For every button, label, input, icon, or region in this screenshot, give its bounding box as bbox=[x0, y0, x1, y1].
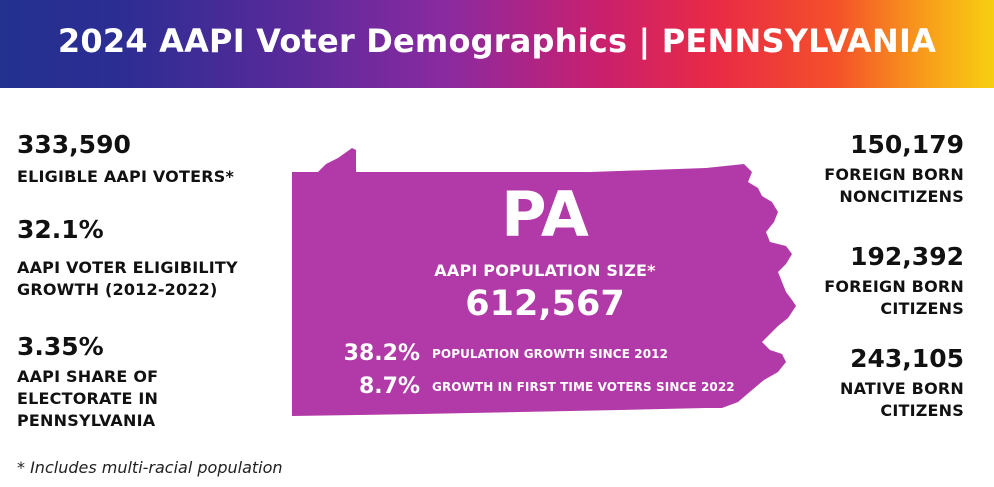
growth-label: GROWTH IN FIRST TIME VOTERS SINCE 2022 bbox=[432, 380, 735, 394]
stat-label-line: FOREIGN BORN bbox=[824, 165, 964, 184]
stat-value: 333,590 bbox=[17, 130, 131, 159]
stat-value: 32.1% bbox=[17, 215, 104, 244]
page-title: 2024 AAPI Voter Demographics | PENNSYLVA… bbox=[57, 22, 937, 60]
stat-label-line: NATIVE BORN bbox=[840, 379, 964, 398]
stat-label-line: GROWTH (2012-2022) bbox=[17, 280, 218, 299]
growth-label: POPULATION GROWTH SINCE 2012 bbox=[432, 347, 669, 361]
stat-foreign-born-noncitizens: 150,179 FOREIGN BORN NONCITIZENS bbox=[744, 130, 964, 208]
state-abbreviation: PA bbox=[501, 178, 589, 251]
stat-label-line: PENNSYLVANIA bbox=[17, 411, 156, 430]
footnote: * Includes multi-racial population bbox=[17, 458, 283, 477]
population-label: AAPI POPULATION SIZE* bbox=[434, 261, 656, 280]
growth-value: 8.7% bbox=[358, 374, 420, 399]
state-outline bbox=[292, 148, 796, 416]
stat-label-line: AAPI SHARE OF bbox=[17, 367, 159, 386]
stat-value: 243,105 bbox=[850, 344, 964, 373]
stat-value: 150,179 bbox=[850, 130, 964, 159]
stat-label-line: CITIZENS bbox=[880, 401, 964, 420]
title-banner: 2024 AAPI Voter Demographics | PENNSYLVA… bbox=[0, 0, 994, 88]
growth-row-population: 38.2% POPULATION GROWTH SINCE 2012 bbox=[330, 341, 668, 367]
stat-eligibility-growth: 32.1% AAPI VOTER ELIGIBILITY GROWTH (201… bbox=[17, 215, 307, 301]
growth-value: 38.2% bbox=[343, 341, 420, 366]
population-value: 612,567 bbox=[465, 284, 625, 324]
stat-label-line: AAPI VOTER ELIGIBILITY bbox=[17, 258, 238, 277]
stat-label-line: NONCITIZENS bbox=[839, 187, 964, 206]
stat-native-born-citizens: 243,105 NATIVE BORN CITIZENS bbox=[744, 344, 964, 422]
stat-value: 3.35% bbox=[17, 332, 104, 361]
stat-value: 192,392 bbox=[850, 242, 964, 271]
stat-eligible-voters: 333,590 ELIGIBLE AAPI VOTERS* bbox=[17, 130, 307, 188]
stat-label-line: ELECTORATE IN bbox=[17, 389, 159, 408]
stat-label-line: FOREIGN BORN bbox=[824, 277, 964, 296]
stat-label-line: CITIZENS bbox=[880, 299, 964, 318]
stat-foreign-born-citizens: 192,392 FOREIGN BORN CITIZENS bbox=[744, 242, 964, 320]
growth-row-first-time-voters: 8.7% GROWTH IN FIRST TIME VOTERS SINCE 2… bbox=[330, 374, 735, 400]
stat-label: ELIGIBLE AAPI VOTERS* bbox=[17, 167, 235, 186]
stat-electorate-share: 3.35% AAPI SHARE OF ELECTORATE IN PENNSY… bbox=[17, 332, 307, 432]
